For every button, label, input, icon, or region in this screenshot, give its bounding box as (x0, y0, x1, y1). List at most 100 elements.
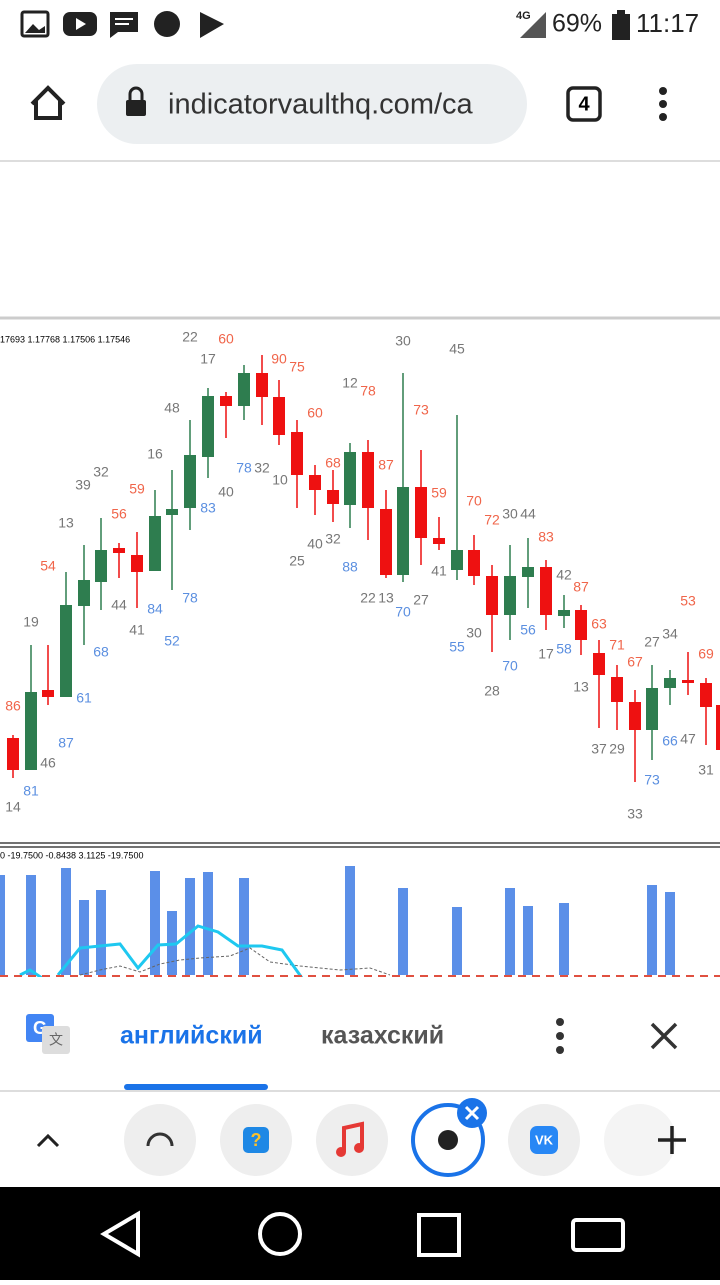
price-label: 40 (218, 484, 234, 500)
home-button[interactable] (30, 85, 66, 120)
volume-bar (61, 868, 71, 975)
price-label: 22 (182, 329, 198, 345)
candle-body (397, 487, 409, 575)
price-label: 30 (395, 333, 411, 349)
candles (7, 355, 720, 782)
price-label: 31 (698, 762, 714, 778)
price-label: 41 (129, 622, 145, 638)
candle-body (149, 516, 161, 571)
price-label: 44 (111, 597, 127, 613)
svg-text:文: 文 (49, 1032, 63, 1048)
candle-body (202, 396, 214, 457)
oscillator-line (19, 924, 304, 980)
price-label: 32 (325, 531, 341, 547)
candle-body (7, 738, 19, 770)
candle-body (166, 509, 178, 515)
price-label: 37 (591, 741, 607, 757)
candle-body (611, 677, 623, 702)
candle-body (664, 678, 676, 688)
candle-body (558, 610, 570, 616)
price-label: 47 (680, 731, 696, 747)
price-label: 32 (93, 464, 109, 480)
volume-bar (559, 903, 569, 975)
translate-menu[interactable] (556, 1018, 564, 1054)
price-label: 27 (413, 592, 429, 608)
add-shortcut[interactable] (658, 1126, 686, 1154)
price-label: 58 (556, 641, 572, 657)
back-button[interactable] (100, 1210, 140, 1258)
candle-body (291, 432, 303, 475)
source-language-tab[interactable]: английский (120, 1022, 263, 1050)
price-label: 48 (164, 400, 180, 416)
close-translate[interactable] (650, 1022, 678, 1050)
address-bar[interactable] (97, 64, 527, 144)
price-label: 72 (484, 512, 500, 528)
candle-body (220, 396, 232, 406)
price-label: 32 (254, 460, 270, 476)
candle-body (468, 550, 480, 576)
volume-bar (647, 885, 657, 975)
candle-body (256, 373, 268, 397)
volume-bar (665, 892, 675, 975)
price-label: 86 (5, 698, 21, 714)
tab-switcher[interactable] (566, 86, 602, 122)
price-label: 68 (325, 455, 341, 471)
price-label: 73 (644, 772, 660, 788)
url-text: indicatorvaulthq.com/ca (168, 89, 474, 121)
menu-button[interactable] (659, 87, 667, 121)
shortcut[interactable] (316, 1104, 388, 1176)
indicator (0, 866, 720, 980)
candle-body (131, 555, 143, 572)
price-label: 42 (556, 567, 572, 583)
candle-body (78, 580, 90, 606)
price-label: 56 (520, 622, 536, 638)
switch-app[interactable] (571, 1218, 625, 1252)
price-label: 67 (627, 654, 643, 670)
price-label: 75 (289, 359, 305, 375)
price-label: 29 (609, 741, 625, 757)
price-label: 45 (449, 341, 465, 357)
expand-button[interactable] (36, 1133, 60, 1148)
volume-bar (185, 878, 195, 975)
recents-button[interactable] (417, 1213, 461, 1257)
candle-body (380, 509, 392, 575)
price-label: 27 (644, 634, 660, 650)
candle-body (593, 653, 605, 675)
volume-bar (150, 871, 160, 975)
chart-frame: 17693 1.17768 1.17506 1.17546 0 -19.7500… (0, 316, 720, 860)
candle-body (646, 688, 658, 730)
candle-body (415, 487, 427, 538)
price-label: 61 (76, 690, 92, 706)
candle-body (309, 475, 321, 490)
candle-body (60, 605, 72, 697)
price-label: 84 (147, 601, 163, 617)
candle-body (95, 550, 107, 582)
home-nav[interactable] (258, 1212, 302, 1256)
price-label: 40 (307, 536, 323, 552)
shortcut[interactable] (124, 1104, 196, 1176)
price-label: 88 (342, 559, 358, 575)
candle-body (486, 576, 498, 615)
candle-body (575, 610, 587, 640)
candle-body (113, 548, 125, 553)
price-label: 30 (502, 506, 518, 522)
price-label: 33 (627, 806, 643, 822)
candle-body (522, 567, 534, 577)
volume-bar (96, 890, 106, 975)
target-language-tab[interactable]: казахский (321, 1022, 444, 1050)
price-label: 13 (378, 590, 394, 606)
candle-body (327, 490, 339, 504)
candle-body (629, 702, 641, 730)
price-label: 17 (200, 351, 216, 367)
clock: 11:17 (636, 8, 699, 38)
price-label: 34 (662, 626, 678, 642)
svg-text:VK: VK (535, 1132, 554, 1147)
candle-body (273, 397, 285, 435)
status-bar: 4G 69% 11:17 (20, 8, 699, 40)
candle-body (344, 452, 356, 505)
candle-body (42, 690, 54, 697)
candle-body (238, 373, 250, 406)
price-label: 73 (413, 402, 429, 418)
